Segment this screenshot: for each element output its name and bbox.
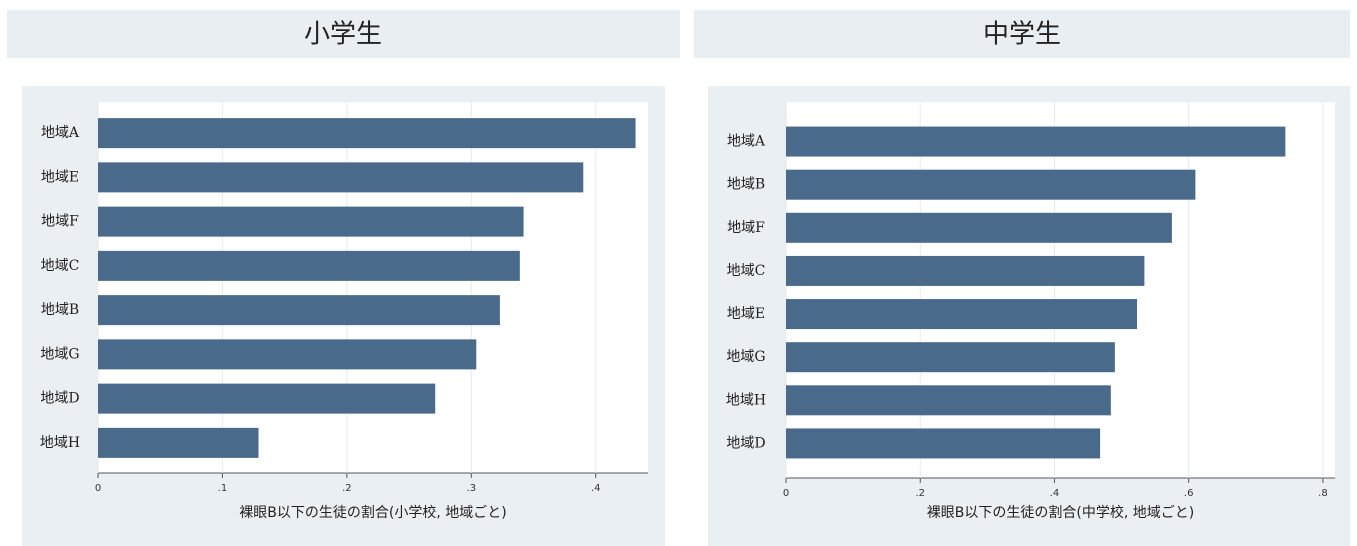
- y-tick-label: 地域D: [40, 391, 79, 407]
- bar: [98, 118, 636, 149]
- bar: [786, 169, 1196, 200]
- x-tick-label: .6: [1184, 488, 1194, 499]
- x-tick-label: .4: [591, 483, 601, 494]
- x-tick-label: .1: [218, 483, 228, 494]
- y-tick-label: 地域G: [40, 346, 79, 362]
- y-tick-label: 地域D: [726, 435, 765, 451]
- x-axis-label: 裸眼B以下の生徒の割合(中学校, 地域ごと): [927, 504, 1194, 521]
- bar: [98, 427, 259, 458]
- plot-area: [786, 102, 1335, 478]
- bar: [98, 383, 436, 414]
- bar: [98, 339, 477, 370]
- bar: [98, 295, 500, 326]
- header-box: [7, 10, 680, 58]
- x-tick-label: .8: [1318, 488, 1328, 499]
- chart-title: 小学生: [304, 20, 382, 50]
- x-tick-label: 0: [95, 483, 101, 494]
- bar: [786, 385, 1111, 416]
- y-tick-label: 地域F: [41, 214, 79, 230]
- x-tick-label: 0: [783, 488, 789, 499]
- bar: [786, 428, 1101, 459]
- y-tick-label: 地域G: [726, 349, 765, 365]
- y-tick-label: 地域E: [727, 306, 765, 322]
- y-tick-label: 地域A: [41, 125, 80, 141]
- bar: [786, 126, 1286, 157]
- y-tick-label: 地域A: [727, 134, 766, 150]
- plot-area: [98, 102, 648, 473]
- header-box: [694, 10, 1350, 58]
- y-tick-label: 地域B: [41, 302, 79, 318]
- bar: [98, 162, 584, 193]
- y-tick-label: 地域C: [727, 263, 766, 279]
- x-tick-label: .2: [915, 488, 925, 499]
- y-tick-label: 地域E: [41, 169, 79, 185]
- y-tick-label: 地域B: [727, 177, 765, 193]
- y-tick-label: 地域C: [41, 258, 80, 274]
- chart-title: 中学生: [983, 20, 1061, 50]
- y-tick-label: 地域H: [726, 392, 766, 408]
- y-tick-label: 地域H: [40, 435, 80, 451]
- x-axis-label: 裸眼B以下の生徒の割合(小学校, 地域ごと): [239, 504, 506, 521]
- bar: [786, 299, 1138, 330]
- bar: [786, 255, 1145, 286]
- bar: [98, 206, 524, 237]
- bar: [786, 212, 1172, 243]
- x-tick-label: .3: [467, 483, 477, 494]
- bar: [98, 250, 520, 281]
- bar: [786, 342, 1115, 373]
- x-tick-label: .2: [342, 483, 352, 494]
- x-tick-label: .4: [1050, 488, 1060, 499]
- y-tick-label: 地域F: [727, 220, 765, 236]
